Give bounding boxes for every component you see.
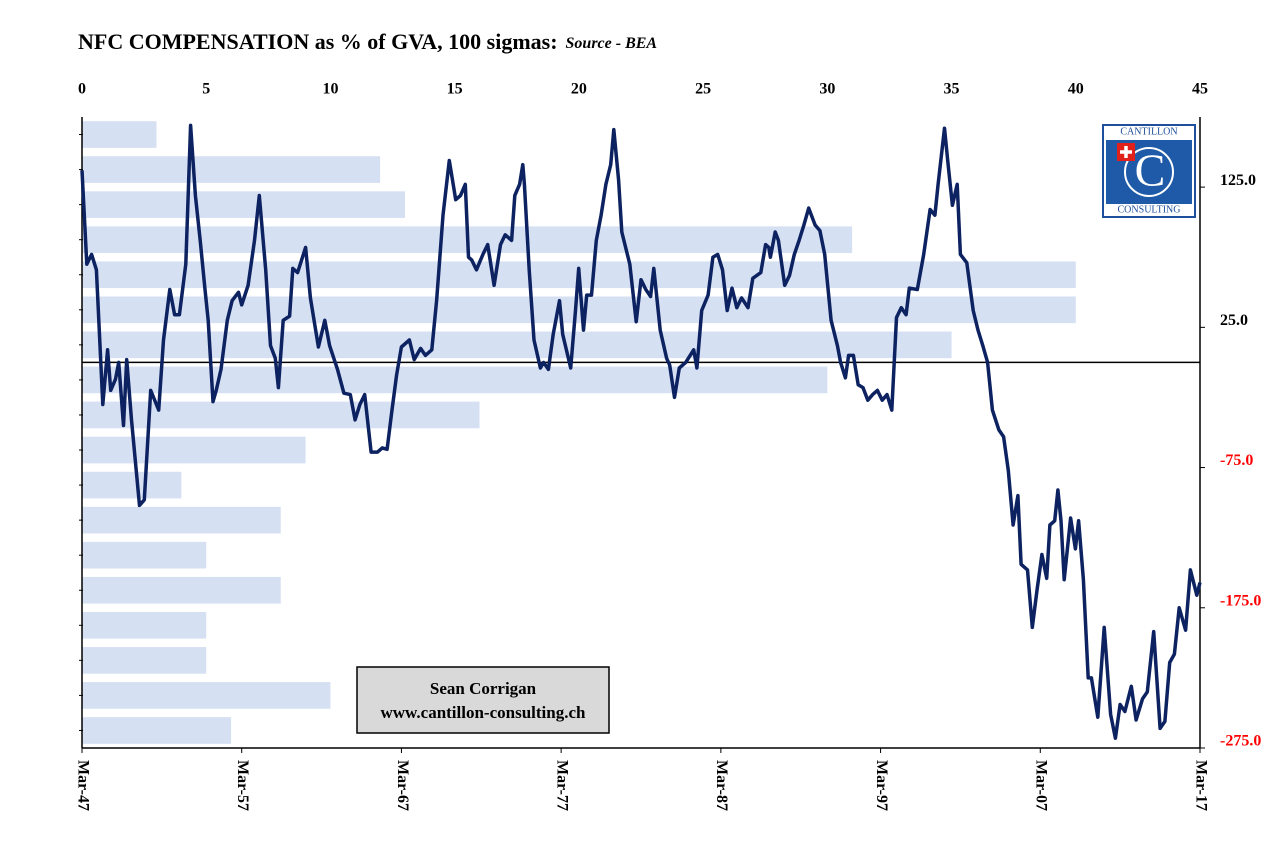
- histogram-bar: [82, 611, 207, 639]
- histogram-bar: [82, 121, 157, 148]
- logo-cross: [1120, 146, 1132, 158]
- x-tick-label: Mar-97: [873, 760, 890, 811]
- histogram-bar: [82, 647, 207, 674]
- histogram-bar: [82, 436, 306, 464]
- histogram-bar: [82, 717, 232, 744]
- top-tick-label: 35: [944, 81, 960, 98]
- logo-text: CONSULTING: [1118, 204, 1181, 215]
- y-tick-label: -75.0: [1220, 452, 1253, 469]
- logo-text: CANTILLON: [1120, 126, 1177, 137]
- logo: CANTILLON C CONSULTING: [1102, 124, 1196, 218]
- top-tick-label: 25: [695, 81, 711, 98]
- histogram-bar: [82, 471, 182, 499]
- logo-circle: [1124, 147, 1174, 197]
- top-tick-label: 40: [1068, 81, 1084, 98]
- histogram-bar: [82, 296, 1076, 324]
- x-tick-label: Mar-87: [713, 760, 730, 811]
- x-tick-label: Mar-57: [234, 760, 251, 811]
- y-tick-label: 125.0: [1220, 172, 1256, 189]
- chart-title: NFC COMPENSATION as % of GVA, 100 sigmas…: [78, 29, 657, 54]
- histogram-bar: [82, 506, 281, 534]
- y-tick-label: -175.0: [1220, 592, 1261, 609]
- histogram-bar: [82, 156, 381, 183]
- x-tick-label: Mar-67: [394, 760, 411, 811]
- x-tick-label: Mar-17: [1192, 760, 1209, 811]
- histogram-bar: [82, 191, 405, 218]
- top-tick-label: 30: [819, 81, 835, 98]
- histogram-bar: [82, 331, 952, 359]
- y-tick-label: 25.0: [1220, 312, 1248, 329]
- subtitle: Source - BEA: [566, 35, 658, 52]
- top-tick-label: 5: [202, 81, 210, 98]
- histogram: [82, 121, 1076, 744]
- line-series: [80, 123, 1202, 740]
- series: [80, 123, 1202, 740]
- top-tick-label: 10: [322, 81, 338, 98]
- x-tick-label: Mar-07: [1033, 760, 1050, 811]
- top-tick-label: 45: [1192, 81, 1208, 98]
- top-tick-label: 15: [447, 81, 463, 98]
- x-tick-label: Mar-77: [553, 760, 570, 811]
- top-tick-label: 0: [78, 81, 86, 98]
- histogram-bar: [82, 576, 281, 604]
- title: NFC COMPENSATION as % of GVA, 100 sigmas…: [78, 29, 558, 54]
- y-tick-label: -275.0: [1220, 733, 1261, 750]
- histogram-bar: [82, 682, 331, 709]
- top-tick-label: 20: [571, 81, 587, 98]
- histogram-bar: [82, 541, 207, 569]
- annotation-box: [356, 666, 610, 734]
- histogram-bar: [82, 401, 480, 429]
- axes: 125.0 25.0 -75.0 -175.0 -275.0 Mar-47 Mar-57 Ma…: [74, 81, 1261, 811]
- annotation: Sean Corrigan: [430, 679, 537, 698]
- x-tick-label: Mar-47: [74, 760, 91, 811]
- annotation: www.cantillon-consulting.ch: [381, 703, 587, 722]
- histogram-bar: [82, 366, 828, 394]
- logo-letter: C: [1135, 145, 1166, 196]
